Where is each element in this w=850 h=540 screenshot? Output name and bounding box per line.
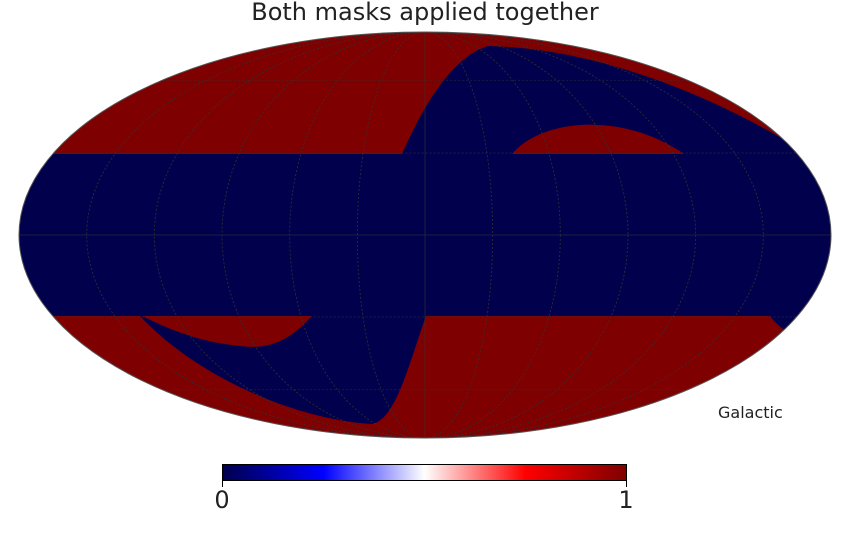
- colorbar-tick-min: [222, 481, 223, 487]
- colorbar-label-max: 1: [618, 486, 634, 514]
- colorbar: [222, 464, 627, 481]
- region-north-lens: [512, 124, 684, 154]
- coordinate-system-label: Galactic: [718, 403, 783, 422]
- graticule-meridian: [221, 32, 629, 438]
- graticule-meridian: [86, 32, 764, 438]
- graticule: [19, 32, 831, 438]
- map-outline: [18, 31, 832, 439]
- region-south-lens: [142, 316, 312, 347]
- chart-title: Both masks applied together: [251, 0, 599, 26]
- colorbar-tick-max: [626, 481, 627, 487]
- graticule-meridian: [289, 32, 561, 438]
- colorbar-label-min: 0: [214, 486, 230, 514]
- graticule-meridian: [153, 32, 697, 438]
